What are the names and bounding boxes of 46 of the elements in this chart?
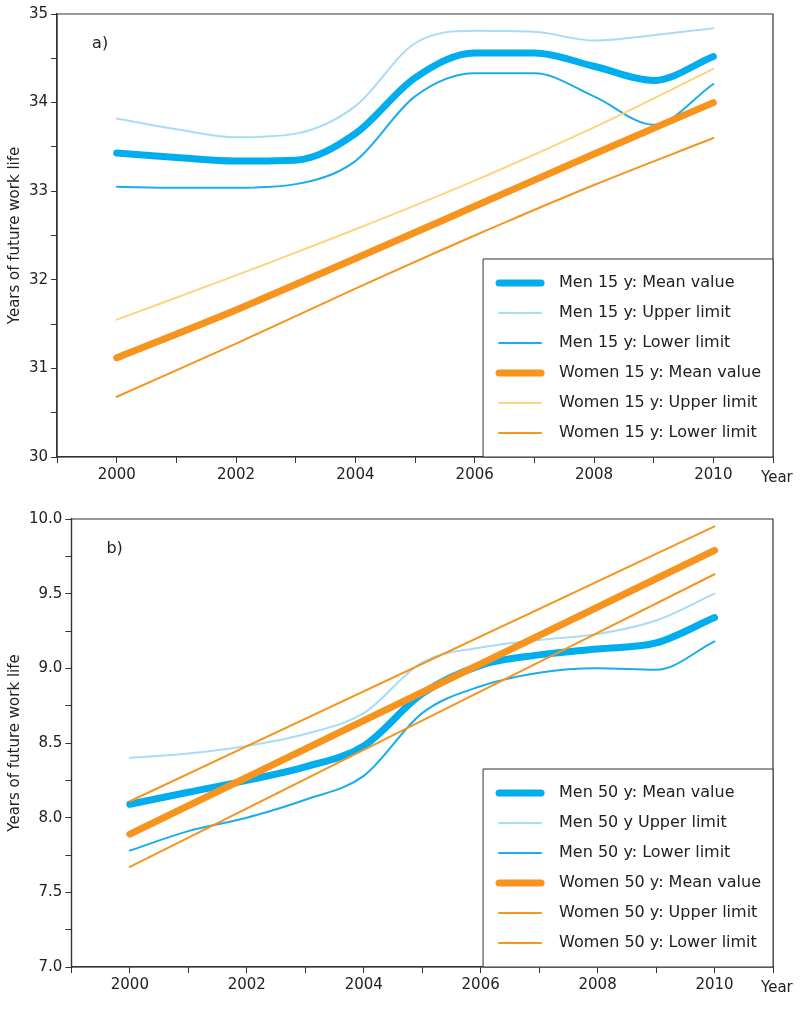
- y-tick-label: 10.0: [28, 508, 63, 527]
- legend-label: Men 15 y: Mean value: [559, 272, 735, 292]
- legend-label: Women 15 y: Lower limit: [559, 422, 757, 442]
- x-tick-label: 2010: [695, 974, 734, 993]
- x-tick-label: 2006: [455, 464, 494, 483]
- y-axis-title: Years of future work life: [4, 654, 23, 833]
- legend-label: Men 50 y: Mean value: [559, 782, 735, 802]
- x-tick-label: 2008: [578, 974, 617, 993]
- y-tick-label: 35: [28, 3, 49, 22]
- line-series: [115, 27, 715, 139]
- y-tick-label: 31: [28, 358, 49, 377]
- y-tick-label: 7.5: [38, 882, 63, 901]
- y-tick-label: 34: [28, 92, 49, 111]
- legend-label: Women 15 y: Mean value: [559, 362, 761, 382]
- x-axis-title: Year: [760, 468, 794, 487]
- annotation: b): [106, 538, 123, 558]
- y-tick-label: 30: [28, 446, 49, 465]
- legend-label: Men 15 y: Lower limit: [559, 332, 731, 352]
- x-tick-label: 2000: [110, 974, 149, 993]
- legend-label: Men 50 y Upper limit: [559, 812, 727, 832]
- legend-label: Men 50 y: Lower limit: [559, 842, 731, 862]
- x-tick-label: 2010: [694, 464, 733, 483]
- y-tick-label: 8.0: [38, 807, 63, 826]
- legend-label: Women 50 y: Lower limit: [559, 932, 757, 952]
- x-tick-label: 2006: [461, 974, 500, 993]
- y-tick-label: 7.0: [38, 956, 63, 975]
- legend-label: Women 50 y: Upper limit: [559, 902, 758, 922]
- x-tick-label: 2004: [344, 974, 383, 993]
- line-series: [115, 72, 715, 189]
- y-tick-label: 9.5: [38, 583, 63, 602]
- y-tick-label: 9.0: [38, 658, 63, 677]
- x-axis-title: Year: [760, 978, 794, 997]
- line-series: [128, 592, 716, 759]
- y-tick-label: 33: [28, 181, 49, 200]
- legend-label: Women 50 y: Mean value: [559, 872, 761, 892]
- x-tick-label: 2002: [227, 974, 266, 993]
- y-tick-label: 32: [28, 269, 49, 288]
- annotation: a): [92, 33, 109, 53]
- y-tick-label: 8.5: [38, 732, 63, 751]
- x-tick-label: 2002: [216, 464, 256, 483]
- x-tick-label: 2004: [336, 464, 375, 483]
- x-tick-label: 2008: [574, 464, 614, 483]
- legend-label: Women 15 y: Upper limit: [559, 392, 758, 412]
- legend-label: Men 15 y: Upper limit: [559, 302, 731, 322]
- x-tick-label: 2000: [97, 464, 136, 483]
- y-axis-title: Years of future work life: [4, 146, 23, 326]
